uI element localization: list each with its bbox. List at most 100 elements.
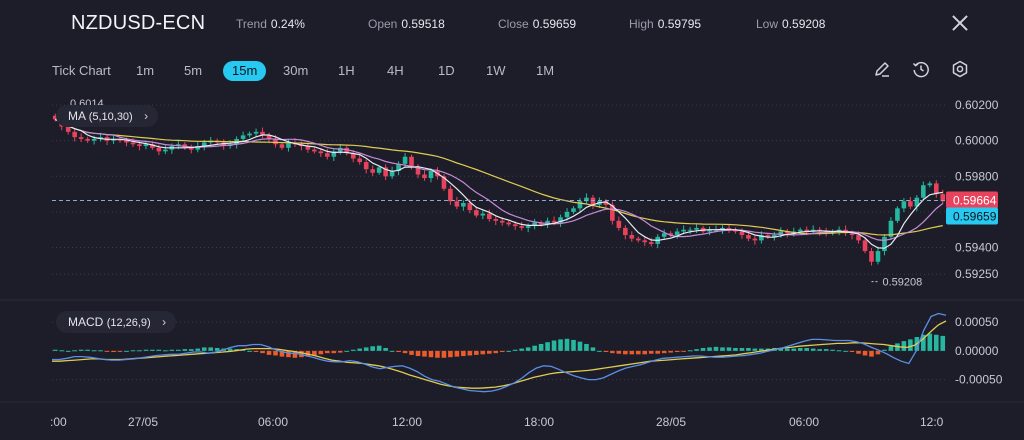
price-tick-label: 0.59400 [955,241,999,255]
macd-hist-bar [765,348,771,351]
clock-icon[interactable] [912,60,930,78]
candle-body [603,201,609,205]
candle-body [389,170,395,177]
candle-body [739,231,745,236]
candle-body [247,133,252,136]
macd-hist-bar [78,349,84,351]
macd-tick-label: 0.00000 [955,344,999,358]
candle-body [156,147,162,152]
macd-hist-bar [461,350,466,357]
macd-hist-bar [538,343,544,351]
macd-hist-bar [247,350,252,352]
macd-hist-bar [558,339,563,351]
tab-15m[interactable]: 15m [223,61,267,81]
candle-body [467,203,473,211]
macd-hist-bar [448,350,453,358]
tab-1h[interactable]: 1H [338,63,355,78]
tab-30m[interactable]: 30m [283,63,309,78]
candle-body [512,224,518,227]
ma-indicator-pill[interactable]: MA (5,10,30) › [56,105,159,127]
macd-hist-bar [901,341,907,351]
macd-hist-bar [519,348,524,351]
candle-body [78,137,84,139]
macd-hist-bar [532,345,537,351]
candle-body [240,135,246,139]
close-icon[interactable] [949,12,971,34]
tab-5m[interactable]: 5m [184,63,203,78]
candle-body [895,208,900,221]
candle-body [700,227,706,232]
macd-hist-bar [551,340,557,351]
tab-1m-month[interactable]: 1M [536,63,555,78]
macd-indicator-pill[interactable]: MACD (12,26,9) › [56,311,177,333]
settings-icon[interactable] [951,60,969,78]
macd-hist-bar [713,346,719,351]
macd-hist-bar [422,350,427,357]
tab-1w[interactable]: 1W [486,63,506,78]
ma-params: (5,10,30) [88,111,133,123]
macd-hist-bar [746,347,751,351]
candle-body [726,227,732,230]
candle-body [558,217,563,223]
macd-hist-bar [856,350,861,354]
candle-body [137,144,142,147]
macd-hist-bar [124,350,129,352]
macd-hist-bar [707,347,712,351]
macd-hist-bar [635,350,641,355]
macd-hist-bar [150,349,155,351]
macd-hist-bar [441,350,447,358]
macd-hist-bar [797,347,803,351]
candle-body [409,156,414,168]
macd-hist-bar [810,348,816,351]
macd-hist-bar [240,349,246,351]
pencil-icon[interactable] [873,60,891,78]
bid-price-badge [946,191,998,209]
macd-hist-bar [85,349,90,351]
macd-hist-bar [506,350,512,352]
macd-hist-bar [104,350,110,352]
macd-hist-bar [694,349,699,351]
macd-hist-bar [137,350,142,352]
tab-1m[interactable]: 1m [136,63,155,78]
macd-hist-bar [72,350,77,352]
candle-body [124,140,129,143]
price-tick-label: 0.60000 [955,134,999,148]
candle-body [545,220,550,225]
candle-body [869,251,874,262]
tab-1d[interactable]: 1D [438,63,455,78]
candle-body [882,236,887,252]
candle-body [875,251,881,262]
macd-hist-bar [836,350,842,352]
candle-body [616,220,622,228]
macd-hist-bar [921,334,926,351]
candle-body [551,220,557,223]
tab-4h[interactable]: 4H [387,63,404,78]
price-tick-label: 0.60200 [955,98,999,112]
macd-hist-bar [312,350,317,356]
candle-body [363,162,369,170]
candle-body [214,140,220,143]
candle-body [519,226,524,228]
candle-body [590,197,596,205]
macd-hist-bar [188,349,194,351]
macd-hist-bar [862,350,868,356]
candle-body [577,201,583,209]
macd-hist-bar [940,335,946,351]
macd-hist-bar [279,350,285,357]
candle-body [772,235,777,237]
candle-body [286,142,291,148]
candle-body [817,229,822,232]
candle-body [370,169,375,173]
candle-body [253,131,259,134]
macd-hist-bar [577,341,583,351]
macd-hist-bar [344,350,350,352]
macd-hist-bar [299,350,304,358]
macd-hist-bar [376,345,382,351]
candle-body [325,153,330,157]
x-tick-label: 12:00 [392,415,422,429]
ma30-line [54,118,943,236]
macd-hist-bar [402,350,408,354]
macd-hist-bar [383,347,388,351]
candle-body [292,142,298,145]
tab-tick-chart[interactable]: Tick Chart [52,63,111,78]
